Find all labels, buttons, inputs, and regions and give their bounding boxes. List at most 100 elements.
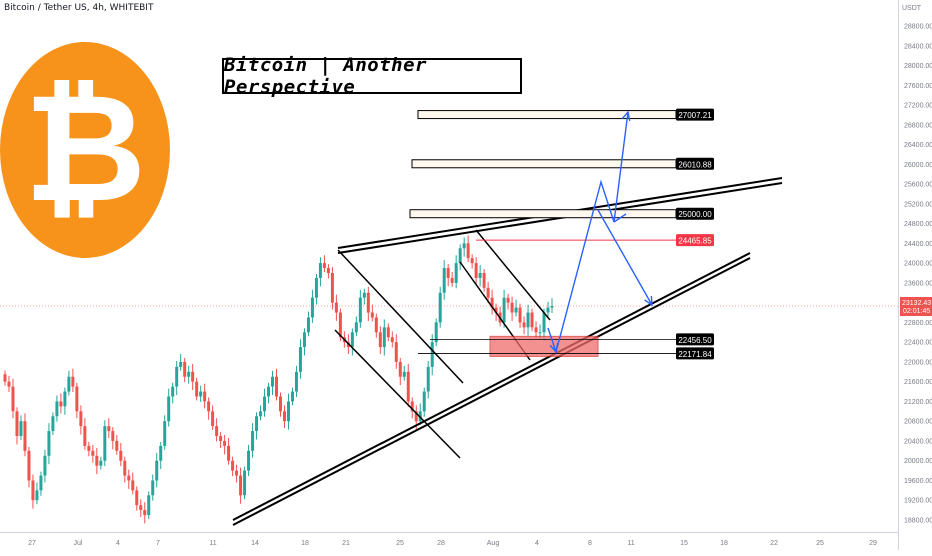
candle-body: [255, 416, 259, 432]
candle-body: [123, 460, 127, 476]
price-tick-label: 20000.00: [904, 458, 932, 465]
candle-body: [514, 307, 518, 313]
target-zone-box: [417, 110, 677, 120]
candle-body: [223, 440, 227, 446]
candle-body: [466, 243, 470, 259]
candle-body: [438, 292, 442, 323]
time-tick-label: 21: [342, 540, 350, 547]
time-tick-label: 25: [396, 540, 404, 547]
price-tick-label: 20800.00: [904, 419, 932, 426]
level-label: 25000.00: [676, 207, 714, 220]
ascending-support-line: [232, 252, 751, 521]
candle-body: [43, 455, 47, 476]
candle-body: [354, 322, 358, 333]
price-tick-label: 21600.00: [904, 379, 932, 386]
candle-body: [362, 292, 366, 298]
candle-body: [442, 268, 446, 293]
price-tick-label: 19600.00: [904, 478, 932, 485]
level-label: 24465.85: [676, 234, 714, 247]
bitcoin-logo-icon: ₿: [0, 42, 170, 258]
candle-body: [394, 342, 398, 362]
chart-title: Bitcoin | Another Perspective: [224, 54, 427, 98]
candle-body: [87, 445, 91, 451]
candle-body: [534, 327, 538, 333]
candle-body: [366, 292, 370, 313]
candle-body: [286, 401, 290, 422]
candle-body: [506, 297, 510, 303]
candle-body: [191, 371, 195, 382]
level-label-bg: [676, 333, 714, 346]
price-tick-label: 26000.00: [904, 162, 932, 169]
candle-body: [414, 411, 418, 422]
level-label: 26010.88: [676, 157, 714, 170]
candle-body: [282, 411, 286, 422]
candle-body: [23, 421, 27, 451]
candle-body: [530, 312, 534, 328]
candle-body: [470, 258, 474, 264]
candle-body: [155, 460, 159, 481]
projection-branch: [613, 213, 627, 223]
candle-body: [294, 371, 298, 392]
price-axis[interactable]: USDT 18800.00 19200.00 19600.00 20000.00 2040…: [898, 0, 932, 550]
candle-body: [422, 391, 426, 412]
candle-body: [454, 263, 458, 283]
candle-body: [51, 416, 55, 432]
candle-body: [47, 431, 51, 456]
candle-body: [231, 460, 235, 471]
candle-body: [402, 371, 406, 377]
candle-body: [235, 470, 239, 476]
candle-body: [462, 243, 466, 249]
candle-body: [63, 391, 67, 407]
ascending-support-line-inner: [232, 257, 751, 526]
projection-path-down: [597, 209, 653, 306]
candle-body: [474, 263, 478, 278]
candle-body: [490, 297, 494, 308]
candle-body: [410, 401, 414, 412]
symbol-label: Bitcoin / Tether US, 4h, WHITEBIT: [4, 3, 154, 13]
price-tick-label: 22800.00: [904, 320, 932, 327]
candle-body: [502, 297, 506, 323]
candle-body: [263, 396, 267, 412]
price-tick-label: 26400.00: [904, 142, 932, 149]
candle-body: [382, 327, 386, 348]
price-tick-label: 21200.00: [904, 399, 932, 406]
arrow-head-support: [549, 343, 559, 354]
candle-body: [278, 396, 282, 412]
candle-body: [55, 401, 59, 417]
candle-body: [135, 490, 139, 506]
price-tick-label: 28400.00: [904, 43, 932, 50]
candle-body: [251, 431, 255, 451]
candle-body: [19, 421, 23, 437]
candle-body: [95, 455, 99, 466]
candle-body: [27, 450, 31, 481]
candle-body: [542, 312, 546, 333]
level-label-text: 27007.21: [678, 111, 712, 120]
candle-body: [243, 470, 247, 496]
time-tick-label: 29: [869, 540, 877, 547]
time-tick-label: 7: [156, 540, 160, 547]
candle-body: [175, 366, 179, 387]
candle-body: [67, 376, 71, 392]
candle-body: [139, 505, 143, 511]
level-label-text: 22171.84: [678, 350, 712, 359]
candle-body: [59, 401, 63, 407]
candle-body: [103, 426, 107, 461]
candle-body: [546, 307, 550, 313]
candle-body: [147, 495, 151, 516]
channel-2-top: [475, 229, 551, 321]
candle-body: [526, 312, 530, 328]
candle-body: [91, 450, 95, 456]
level-label: 22171.84: [676, 347, 714, 360]
target-zone-box: [409, 209, 677, 219]
candle-body: [179, 361, 183, 367]
support-zone: [489, 335, 599, 357]
candle-body: [358, 297, 362, 323]
time-axis[interactable]: 27 Jul 4 7 11 14 18 21 25 28 Aug 4 8 11 15 18 22 25 29: [0, 532, 898, 550]
candle-body: [35, 490, 39, 501]
candle-body: [247, 450, 251, 471]
level-label-text: 22456.50: [678, 336, 712, 345]
price-tick-label: 27600.00: [904, 83, 932, 90]
candle-body: [450, 277, 454, 283]
